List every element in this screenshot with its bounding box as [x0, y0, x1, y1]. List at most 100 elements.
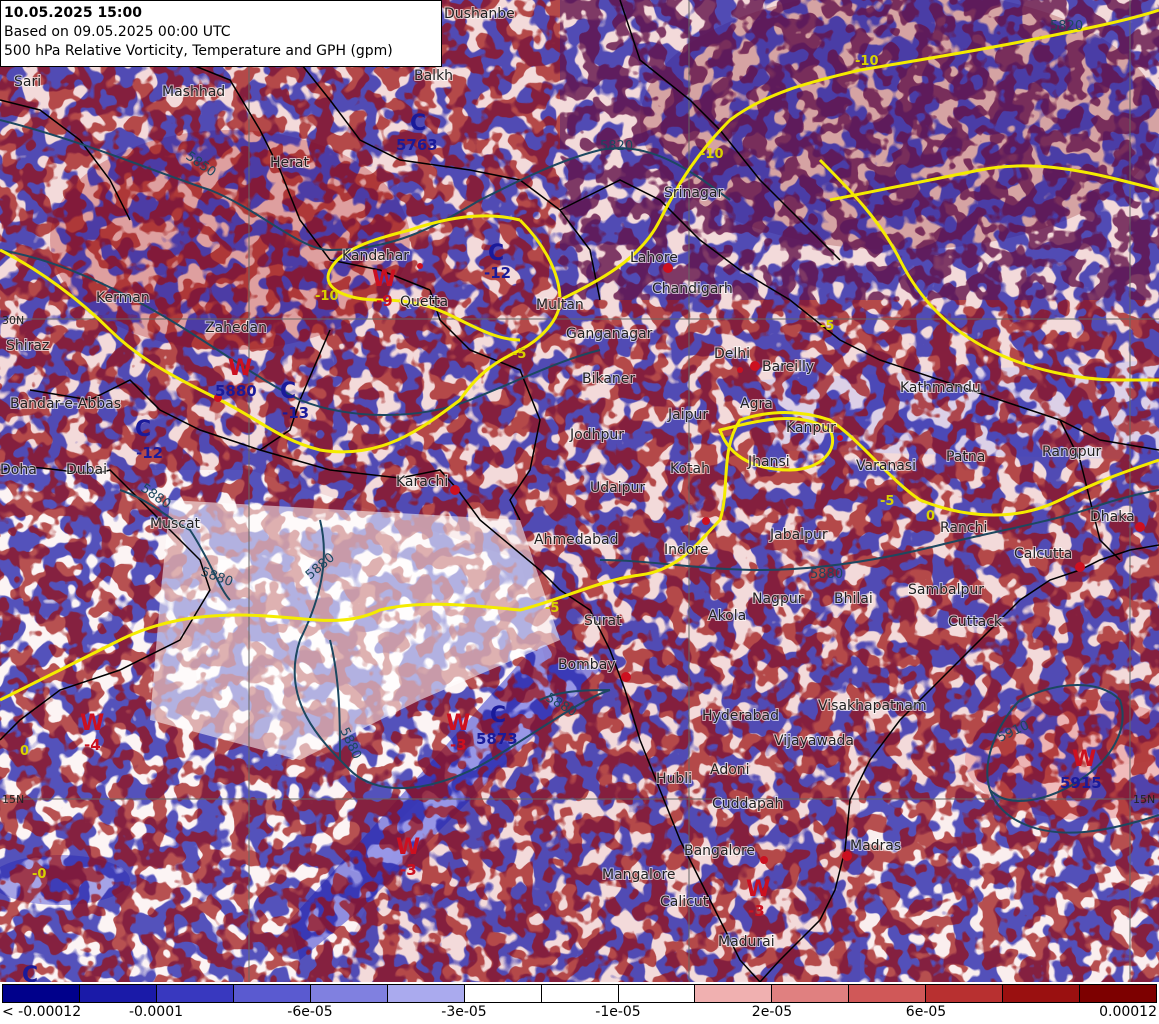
place-jodhpur: Jodhpur: [569, 427, 624, 443]
temp-label: -5: [545, 601, 559, 616]
colorbar-label: -0.0001: [128, 1004, 184, 1020]
place-ganganagar: Ganganagar: [566, 326, 653, 342]
place-karachi: Karachi: [396, 474, 448, 490]
colorbar-label: 0.00012: [1099, 1004, 1157, 1020]
place-chandigarh: Chandigarh: [652, 281, 733, 297]
temp-label: -10: [315, 289, 339, 304]
place-quetta: Quetta: [400, 294, 448, 310]
colorbar-label: 6e-05: [905, 1004, 947, 1020]
place-kandahar: Kandahar: [342, 248, 409, 264]
center-letter: C: [22, 963, 38, 982]
colorbar-bin: [849, 985, 927, 1002]
place-jaipur: Jaipur: [667, 407, 708, 423]
place-shiraz: Shiraz: [6, 338, 49, 354]
place-herat: Herat: [270, 155, 309, 171]
place-calicut: Calicut: [660, 894, 709, 910]
place-mangalore: Mangalore: [602, 867, 676, 883]
place-cuttack: Cuttack: [948, 614, 1003, 630]
place-sari: Sari: [14, 74, 41, 90]
run-time: Based on 09.05.2025 00:00 UTC: [4, 24, 231, 40]
center-letter: C: [490, 703, 506, 728]
center-letter: C: [280, 379, 296, 404]
center-letter: W: [396, 835, 420, 860]
place-kotah: Kotah: [670, 461, 710, 477]
place-jabalpur: Jabalpur: [769, 527, 828, 543]
place-ranchi: Ranchi: [940, 520, 987, 536]
place-cuddapah: Cuddapah: [712, 796, 783, 812]
place-hyderabad: Hyderabad: [702, 708, 779, 724]
place-zahedan: Zahedan: [205, 320, 267, 336]
temp-label: -5: [512, 347, 526, 362]
field-description: 500 hPa Relative Vorticity, Temperature …: [4, 43, 393, 59]
center-value: -12: [484, 264, 511, 282]
lat-label-15n-left: 15N: [2, 793, 24, 806]
colorbar-bin: [1080, 985, 1157, 1002]
center-value: -13: [282, 404, 309, 422]
colorbar-bin: [387, 985, 465, 1002]
colorbar-labels: < -0.00012 -0.0001 -6e-05 -3e-05 -1e-05 2e-05…: [0, 1004, 1159, 1024]
temp-label: -5: [880, 494, 894, 509]
colorbar-bin: [464, 985, 542, 1002]
place-mashhad: Mashhad: [162, 84, 225, 100]
place-dhaka: Dhaka: [1090, 509, 1135, 525]
gph-label: 5820: [600, 139, 633, 154]
colorbar-bin: [541, 985, 619, 1002]
weather-map: 30N 15N 15N 5850 5880 5880 5880 5880 588…: [0, 0, 1159, 982]
colorbar-label: -1e-05: [595, 1004, 641, 1020]
temp-label: 0: [926, 509, 935, 524]
temp-label: -0: [32, 867, 46, 882]
place-varanasi: Varanasi: [856, 458, 916, 474]
center-value: -3: [748, 902, 765, 920]
lat-lon-grid: [0, 0, 1159, 982]
colorbar-bin: [926, 985, 1004, 1002]
temp-label: -10: [855, 54, 879, 69]
center-value: -3: [400, 861, 417, 879]
place-dubai: Dubai: [66, 462, 107, 478]
place-bareilly: Bareilly: [762, 359, 814, 375]
center-value: -9: [376, 292, 393, 310]
center-letter: W: [746, 877, 770, 902]
place-indore: Indore: [664, 542, 709, 558]
colorbar-bin: [772, 985, 850, 1002]
center-value: -4: [84, 736, 101, 754]
place-delhi: Delhi: [714, 346, 750, 362]
lat-label-30n: 30N: [2, 314, 24, 327]
temp-label: -5: [820, 319, 834, 334]
city-markers: [214, 263, 1145, 864]
center-letter: W: [372, 267, 396, 292]
place-surat: Surat: [584, 613, 622, 629]
place-kathmandu: Kathmandu: [900, 380, 981, 396]
place-lahore: Lahore: [630, 250, 678, 266]
lat-label-15n-right: 15N: [1133, 793, 1155, 806]
place-adoni: Adoni: [710, 762, 750, 778]
place-bhilai: Bhilai: [834, 591, 873, 607]
place-labels: Dushanbe Sari Mashhad Balkh Herat Kandah…: [0, 5, 1136, 951]
pressure-centers: C 5763 C -12 W -9 W 5880 C -13 C -12 W -…: [22, 111, 1102, 982]
map-title-box: 10.05.2025 15:00 Based on 09.05.2025 00:…: [0, 0, 442, 67]
place-bandar-abbas: Bandar-e-Abbas: [10, 396, 121, 412]
gph-label: 5880: [810, 567, 843, 582]
valid-time: 10.05.2025 15:00: [4, 5, 143, 21]
place-doha: Doha: [0, 462, 37, 478]
place-balkh: Balkh: [414, 68, 453, 84]
center-letter: W: [446, 711, 470, 736]
colorbar-bin: [156, 985, 234, 1002]
place-nagpur: Nagpur: [752, 591, 804, 607]
center-letter: W: [228, 356, 252, 381]
place-madras: Madras: [850, 838, 901, 854]
place-visakhapatnam: Visakhapatnam: [818, 698, 927, 714]
colorbar-label: 2e-05: [751, 1004, 793, 1020]
colorbar-bin: [1003, 985, 1081, 1002]
place-akola: Akola: [708, 608, 746, 624]
place-patna: Patna: [946, 449, 985, 465]
place-ahmedabad: Ahmedabad: [534, 532, 619, 548]
colorbar: < -0.00012 -0.0001 -6e-05 -3e-05 -1e-05 2e-05…: [0, 982, 1159, 1024]
place-multan: Multan: [536, 297, 584, 313]
center-value: 5915: [1060, 774, 1102, 792]
place-agra: Agra: [740, 396, 773, 412]
colorbar-bin: [618, 985, 696, 1002]
place-dushanbe: Dushanbe: [444, 6, 515, 22]
center-letter: C: [135, 417, 151, 442]
place-calcutta: Calcutta: [1014, 546, 1072, 562]
temp-label: 0: [20, 744, 29, 759]
